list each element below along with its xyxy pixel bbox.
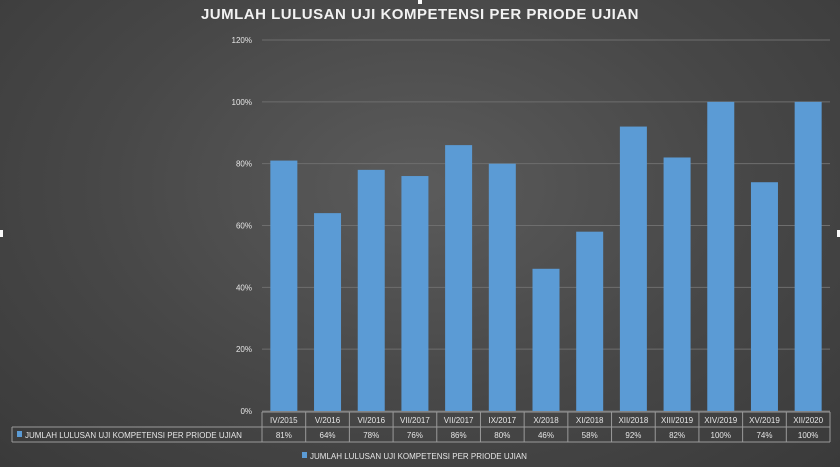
bar — [488, 163, 516, 411]
data-label: 80% — [494, 431, 510, 440]
resize-handle-left[interactable] — [0, 230, 3, 237]
x-category-label: XI/2018 — [576, 416, 604, 425]
data-label: 74% — [756, 431, 772, 440]
y-tick-label: 0% — [240, 407, 252, 416]
data-label: 100% — [711, 431, 731, 440]
data-label: 58% — [582, 431, 598, 440]
bar — [619, 126, 647, 412]
y-tick-label: 40% — [236, 283, 252, 292]
data-label: 46% — [538, 431, 554, 440]
table-series-label: JUMLAH LULUSAN UJI KOMPETENSI PER PRIODE… — [25, 431, 242, 440]
x-category-label: XII/2020 — [793, 416, 823, 425]
x-category-label: XIII/2019 — [661, 416, 694, 425]
x-category-label: XIV/2019 — [704, 416, 737, 425]
data-label: 78% — [363, 431, 379, 440]
x-category-label: IX/2017 — [489, 416, 517, 425]
y-tick-label: 120% — [232, 36, 252, 45]
bar — [314, 213, 342, 411]
y-tick-label: 60% — [236, 222, 252, 231]
y-tick-label: 20% — [236, 345, 252, 354]
x-category-label: V/2016 — [315, 416, 341, 425]
bar — [794, 101, 822, 411]
x-category-label: XII/2018 — [618, 416, 648, 425]
resize-handle-top[interactable] — [418, 0, 422, 4]
x-category-label: VI/2016 — [357, 416, 385, 425]
x-category-label: VII/2017 — [400, 416, 430, 425]
chart-title: JUMLAH LULUSAN UJI KOMPETENSI PER PRIODE… — [200, 6, 640, 23]
bar — [576, 231, 604, 411]
bar — [401, 176, 429, 411]
bar — [750, 182, 778, 411]
x-category-label: VII/2017 — [444, 416, 474, 425]
data-label: 100% — [798, 431, 818, 440]
legend-label: JUMLAH LULUSAN UJI KOMPETENSI PER PRIODE… — [310, 452, 527, 461]
table-legend-key — [17, 431, 22, 437]
data-label: 82% — [669, 431, 685, 440]
y-tick-label: 80% — [236, 160, 252, 169]
data-label: 81% — [276, 431, 292, 440]
data-label: 76% — [407, 431, 423, 440]
x-category-label: IV/2015 — [270, 416, 298, 425]
bar — [357, 169, 385, 411]
bar — [445, 145, 473, 411]
bar — [663, 157, 691, 411]
bar — [270, 160, 298, 411]
data-label: 86% — [451, 431, 467, 440]
bar — [532, 268, 560, 411]
x-category-label: X/2018 — [533, 416, 559, 425]
data-label: 92% — [625, 431, 641, 440]
bar — [707, 101, 735, 411]
y-tick-label: 100% — [232, 98, 252, 107]
data-label: 64% — [320, 431, 336, 440]
legend-key — [302, 452, 307, 458]
resize-handle-right[interactable] — [837, 230, 840, 237]
x-category-label: XV/2019 — [749, 416, 780, 425]
